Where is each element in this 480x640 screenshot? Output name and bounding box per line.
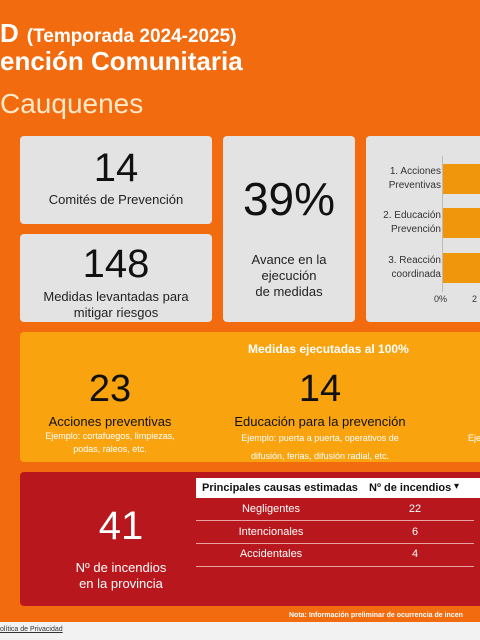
chart-bar <box>443 208 480 238</box>
table-row-divider <box>196 543 474 544</box>
education-label: Educación para la prevención <box>234 414 406 429</box>
dashboard-subtitle: ención Comunitaria <box>0 46 243 76</box>
education-example-line2: difusión, ferias, difusión radial, etc. <box>250 451 390 461</box>
measures-label-line2: mitigar riesgos <box>73 305 159 320</box>
fires-label-line2: en la provincia <box>79 576 163 591</box>
chart-category-label: 2. Educación <box>383 210 441 221</box>
chart-tick-label: 0% <box>434 294 448 304</box>
fires-panel: 41 Nº de incendios en la provincia Princ… <box>20 472 480 606</box>
chart-category-label: Prevención <box>390 224 441 235</box>
data-note: Nota: Información preliminar de ocurrenc… <box>289 612 463 619</box>
executed-title: Medidas ejecutadas al 100% <box>248 342 409 356</box>
chart-bar <box>443 164 480 194</box>
footer-bar: olítica de Privacidad <box>0 622 480 640</box>
fires-label-line1: Nº de incendios <box>75 560 167 575</box>
table-row-cause: Intencionales <box>238 526 304 538</box>
education-value: 14 <box>298 368 342 410</box>
progress-card: 39% Avance en la ejecución de medidas <box>223 136 355 322</box>
season-label: (Temporada 2024-2025) <box>26 26 237 47</box>
measures-card: 148 Medidas levantadas para mitigar ries… <box>20 234 212 322</box>
table-row-cause: Negligentes <box>241 503 301 515</box>
title-suffix: D <box>0 18 19 48</box>
chart-category-label: coordinada <box>391 269 441 280</box>
progress-label-line3: de medidas <box>255 284 323 299</box>
table-row-cause: Accidentales <box>239 548 303 560</box>
sort-desc-icon[interactable]: ▾ <box>454 481 460 492</box>
table-row-count: 6 <box>411 526 419 538</box>
table-row-count: 4 <box>411 548 419 560</box>
committees-value: 14 <box>93 146 139 190</box>
chart-category-label: Preventivas <box>388 180 441 191</box>
chart-category-label: 1. Acciones <box>389 166 441 177</box>
preventive-label: Acciones preventivas <box>48 414 172 429</box>
preventive-example-line1: Ejemplo: cortafuegos, limpiezas, <box>45 431 175 441</box>
committees-label: Comités de Prevención <box>48 192 184 207</box>
preventive-example-line2: podas, raleos, etc. <box>73 444 147 454</box>
measures-label-line1: Medidas levantadas para <box>43 289 189 304</box>
executed-measures-panel: Medidas ejecutadas al 100% 23 Acciones p… <box>20 332 480 462</box>
privacy-policy-link[interactable]: olítica de Privacidad <box>0 626 63 633</box>
chart-tick-label: 2 <box>472 294 478 304</box>
preventive-value: 23 <box>88 368 132 410</box>
causes-table-header: Principales causas estimadas Nº de incen… <box>196 478 480 498</box>
chart-axis <box>442 156 443 292</box>
progress-label-line2: ejecución <box>261 268 317 283</box>
chart-bar <box>443 253 480 283</box>
dashboard-title: D (Temporada 2024-2025) <box>0 18 237 49</box>
fires-value: 41 <box>98 504 144 548</box>
column-header-count[interactable]: Nº de incendios <box>369 482 452 494</box>
province-name: Cauquenes <box>0 88 144 119</box>
education-example-line1: Ejemplo: puerta a puerta, operativos de <box>241 433 399 443</box>
measures-value: 148 <box>82 242 150 286</box>
column-header-causes[interactable]: Principales causas estimadas <box>202 482 358 494</box>
progress-value: 39% <box>242 173 336 225</box>
table-row-count: 22 <box>408 503 422 515</box>
progress-label-line1: Avance en la <box>251 252 327 267</box>
committees-card: 14 Comités de Prevención <box>20 136 212 224</box>
chart-category-label: 3. Reacción <box>388 255 441 266</box>
measures-chart-card: 1. Acciones Preventivas 2. Educación Pre… <box>366 136 480 322</box>
table-row-divider <box>196 520 474 521</box>
third-example-fragment: Eje <box>468 433 480 443</box>
table-row-divider <box>196 566 474 567</box>
